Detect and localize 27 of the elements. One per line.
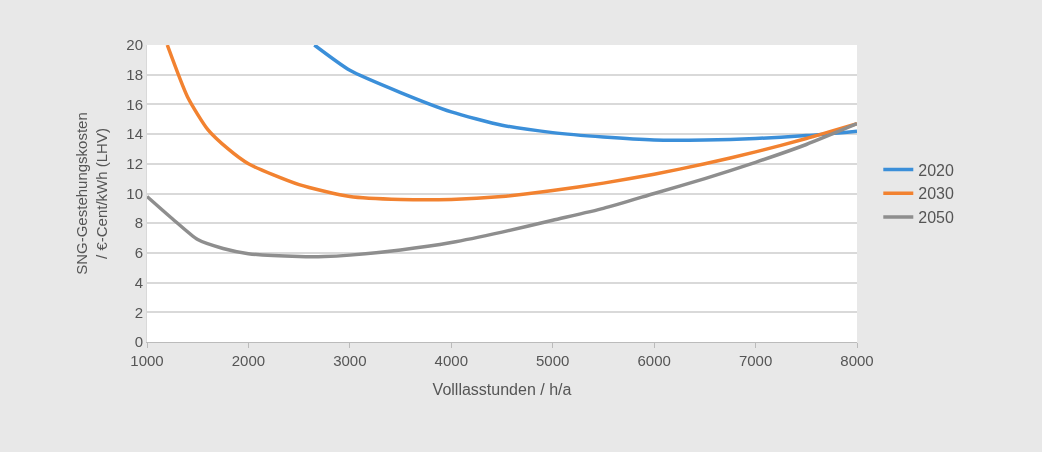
line-series <box>147 121 857 259</box>
y-tick-label: 2 <box>134 303 143 321</box>
line-series <box>165 45 857 202</box>
y-tick-label: 14 <box>126 125 143 143</box>
y-axis-title: SNG-Gestehungskosten / €-Cent/kWh (LHV) <box>73 112 110 275</box>
y-tick-label: 8 <box>134 214 143 232</box>
legend-label: 2050 <box>918 209 954 227</box>
legend-label: 2030 <box>918 185 954 203</box>
y-tick-label: 18 <box>126 65 143 83</box>
x-tick-label: 4000 <box>434 352 468 369</box>
x-tick-label: 8000 <box>840 352 874 369</box>
line-series <box>312 45 857 142</box>
y-tick-label: 6 <box>134 244 143 262</box>
y-tick-label: 4 <box>134 273 143 291</box>
y-tick-label: 20 <box>126 36 143 54</box>
legend-label: 2020 <box>918 161 954 179</box>
y-tick-label: 16 <box>126 95 143 113</box>
x-tick-label: 2000 <box>231 352 266 369</box>
y-tick-label: 10 <box>126 184 143 202</box>
x-tick-label: 3000 <box>333 352 367 369</box>
x-axis-title: Volllasstunden / h/a <box>432 380 572 398</box>
x-tick-label: 1000 <box>130 352 164 369</box>
x-tick-label: 5000 <box>536 352 570 369</box>
x-tick-label: 6000 <box>637 352 671 369</box>
y-tick-label: 12 <box>126 155 143 173</box>
x-tick-label: 7000 <box>738 352 773 369</box>
y-tick-label: 0 <box>134 333 143 351</box>
